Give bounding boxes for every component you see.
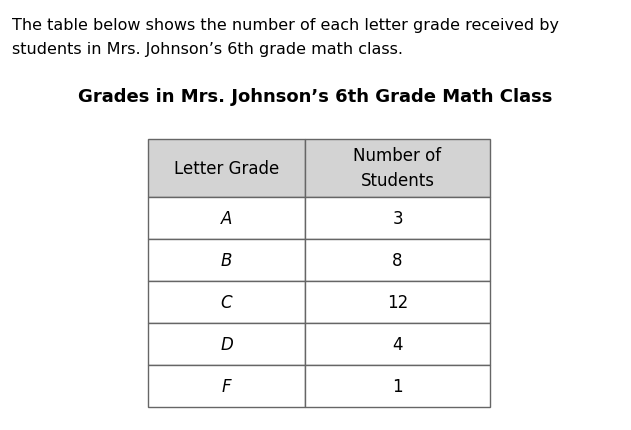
Bar [148,140,305,197]
Text: B: B [221,252,232,269]
Text: Letter Grade: Letter Grade [174,160,279,178]
Bar [305,281,490,323]
Text: F: F [221,377,232,395]
Bar [148,365,305,407]
Text: students in Mrs. Johnson’s 6th grade math class.: students in Mrs. Johnson’s 6th grade mat… [12,42,403,57]
Bar [148,323,305,365]
Bar [148,197,305,240]
Bar [305,323,490,365]
Text: Number of
Students: Number of Students [353,147,442,190]
Bar [305,197,490,240]
Bar [305,140,490,197]
Bar [148,240,305,281]
Text: 3: 3 [392,209,403,227]
Text: 12: 12 [387,293,408,311]
Bar [305,240,490,281]
Text: Grades in Mrs. Johnson’s 6th Grade Math Class: Grades in Mrs. Johnson’s 6th Grade Math … [78,88,552,106]
Text: D: D [220,335,233,353]
Text: 4: 4 [392,335,403,353]
Text: C: C [221,293,232,311]
Text: 8: 8 [392,252,403,269]
Bar [148,281,305,323]
Text: 1: 1 [392,377,403,395]
Text: The table below shows the number of each letter grade received by: The table below shows the number of each… [12,18,559,33]
Bar [305,365,490,407]
Text: A: A [221,209,232,227]
